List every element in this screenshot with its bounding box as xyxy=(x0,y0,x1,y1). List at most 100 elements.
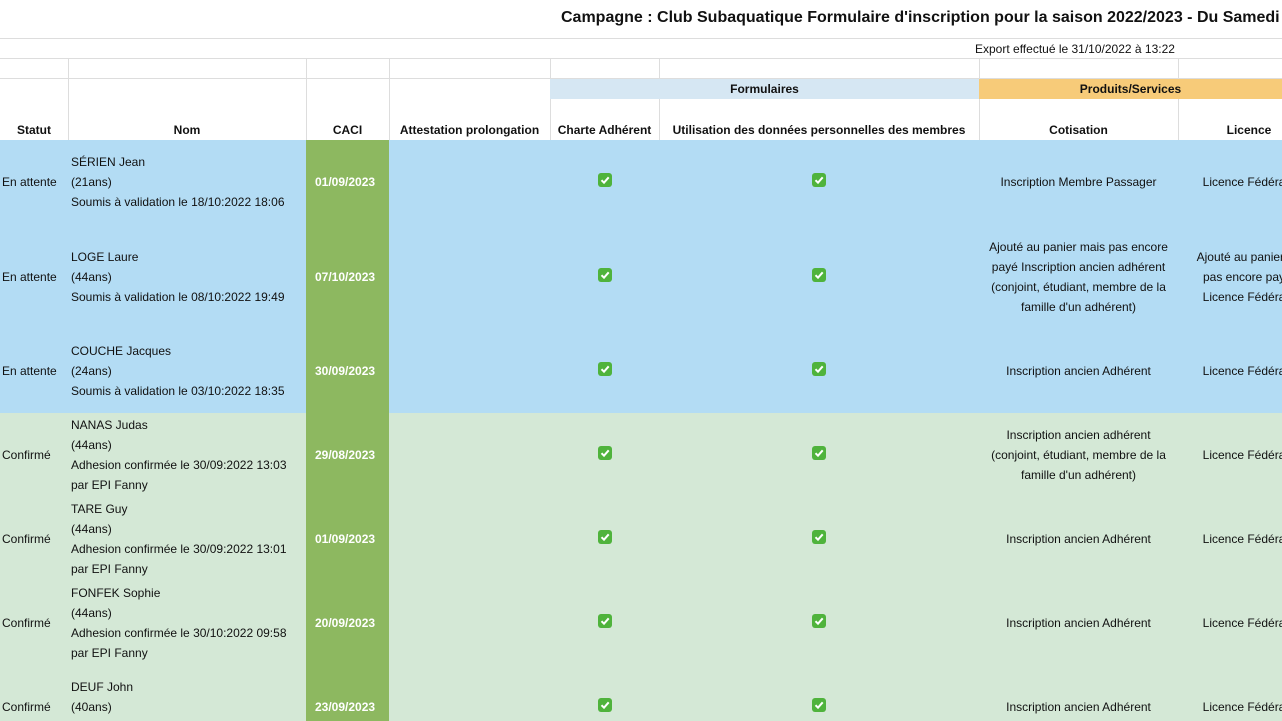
cotisation-cell: Inscription Membre Passager xyxy=(979,140,1178,224)
licence-cell: Licence Fédéra xyxy=(1178,329,1282,413)
licence-cell: Licence Fédéra xyxy=(1178,581,1282,665)
name-cell-line: par EPI Fanny xyxy=(71,562,148,576)
cotisation-cell: Inscription ancien Adhérent xyxy=(979,329,1178,413)
rule xyxy=(0,58,1282,59)
name-cell-line: NANAS Judas xyxy=(71,418,148,432)
cotisation-cell-line: Inscription ancien adhérent xyxy=(1006,428,1151,442)
check-icon xyxy=(812,614,826,628)
check-icon xyxy=(597,530,612,544)
licence-cell-line: Licence Fédéra xyxy=(1202,289,1282,304)
check-icon xyxy=(812,173,826,187)
column-header: Cotisation xyxy=(1049,123,1108,137)
name-cell-line: FONFEK Sophie xyxy=(71,586,161,600)
caci-cell: 01/09/2023 xyxy=(315,532,376,546)
status-cell: En attente xyxy=(2,364,57,378)
licence-cell-line: Licence Fédéra xyxy=(1202,616,1282,630)
rule xyxy=(0,38,1282,39)
row-background xyxy=(0,224,1282,329)
name-cell-line: (44ans) xyxy=(71,438,112,452)
check-icon xyxy=(597,446,612,460)
row-background xyxy=(0,497,1282,581)
licence-cell: Licence Fédéra xyxy=(1178,413,1282,497)
caci-cell: 01/09/2023 xyxy=(315,175,376,189)
rgpd-cell xyxy=(659,140,979,224)
row-background xyxy=(0,665,1282,721)
name-cell-line: (21ans) xyxy=(71,175,112,189)
check-icon xyxy=(597,267,612,282)
caci-cell: 29/08/2023 xyxy=(315,448,376,462)
caci-cell: 07/10/2023 xyxy=(315,269,376,284)
caci-cell: 20/09/2023 xyxy=(315,616,376,630)
name-cell: COUCHE Jacques (24ans) Soumis à validation… xyxy=(68,329,306,413)
status-cell: Confirmé xyxy=(2,700,51,714)
caci-cell-bg xyxy=(306,665,389,721)
charte-cell xyxy=(550,224,659,329)
status-cell: En attente xyxy=(2,175,57,189)
rgpd-cell xyxy=(659,413,979,497)
sheet-title: Campagne : Club Subaquatique Formulaire … xyxy=(561,9,1282,26)
name-cell-line: (24ans) xyxy=(71,364,112,378)
row-background xyxy=(0,581,1282,665)
check-icon xyxy=(812,362,826,376)
rgpd-cell xyxy=(659,497,979,581)
rule xyxy=(550,58,551,140)
name-cell-line: COUCHE Jacques xyxy=(71,344,172,358)
name-cell-line: Adhesion confirmée le 15/10:2022 15:04 xyxy=(71,717,287,721)
cotisation-cell-line: Inscription ancien Adhérent xyxy=(1006,364,1151,378)
cotisation-cell-line: Inscription ancien Adhérent xyxy=(1006,616,1151,630)
caci-cell-bg xyxy=(306,329,389,413)
rule xyxy=(1178,58,1179,140)
check-icon xyxy=(812,446,826,460)
licence-cell-line: Licence Fédéra xyxy=(1202,448,1282,462)
caci-cell-bg xyxy=(306,581,389,665)
rule xyxy=(0,78,1282,79)
licence-cell-line: Licence Fédéra xyxy=(1202,700,1282,714)
cotisation-cell-line: (conjoint, étudiant, membre de la xyxy=(991,448,1166,462)
name-cell-line: Soumis à validation le 08/10:2022 19:49 xyxy=(71,289,285,304)
export-info: Export effectué le 31/10/2022 à 13:22 xyxy=(975,42,1175,56)
group-header: Formulaires xyxy=(550,79,979,99)
column-header: Utilisation des données personnelles des… xyxy=(672,123,966,137)
licence-cell-line: Licence Fédéra xyxy=(1202,175,1282,189)
check-icon xyxy=(597,614,612,628)
name-cell-line: SÉRIEN Jean xyxy=(71,155,146,169)
name-cell-line: (44ans) xyxy=(71,606,112,620)
check-icon xyxy=(597,362,612,376)
cotisation-cell-line: (conjoint, étudiant, membre de la xyxy=(991,279,1166,294)
name-cell-line: Adhesion confirmée le 30/09:2022 13:01 xyxy=(71,542,287,556)
licence-cell: Licence Fédéra xyxy=(1178,497,1282,581)
rule xyxy=(979,58,980,140)
cotisation-cell-line: payé Inscription ancien adhérent xyxy=(991,259,1166,274)
column-header: Statut xyxy=(17,123,51,137)
name-cell-line: par EPI Fanny xyxy=(71,646,148,660)
check-icon xyxy=(812,698,826,712)
name-cell-line: DEUF John xyxy=(71,680,134,694)
licence-cell: Licence Fédéra xyxy=(1178,140,1282,224)
name-cell-line: (44ans) xyxy=(71,269,112,284)
name-cell: FONFEK Sophie (44ans) Adhesion confirmée l… xyxy=(68,581,306,665)
cotisation-cell-line: famille d'un adhérent) xyxy=(1020,468,1137,482)
column-header: CACI xyxy=(332,123,363,137)
check-icon xyxy=(812,530,826,544)
charte-cell xyxy=(550,581,659,665)
check-icon xyxy=(597,173,612,187)
check-icon xyxy=(597,698,612,712)
name-cell-line: LOGE Laure xyxy=(71,249,139,264)
caci-cell-bg xyxy=(306,497,389,581)
status-cell: Confirmé xyxy=(2,532,51,546)
status-cell: Confirmé xyxy=(2,448,51,462)
name-cell: NANAS Judas (44ans) Adhesion confirmée le … xyxy=(68,413,306,497)
cotisation-cell-line: famille d'un adhérent) xyxy=(1020,299,1137,314)
group-header: Produits/Services xyxy=(979,79,1282,99)
name-cell-line: TARE Guy xyxy=(71,502,128,516)
name-cell-line: (40ans) xyxy=(71,700,112,714)
rgpd-cell xyxy=(659,224,979,329)
caci-cell-bg xyxy=(306,413,389,497)
name-cell: DEUF John (40ans) Adhesion confirmée le 15… xyxy=(68,665,306,721)
name-cell-line: par EPI Fanny xyxy=(71,478,148,492)
row-background xyxy=(0,329,1282,413)
name-cell-line: Adhesion confirmée le 30/09:2022 13:03 xyxy=(71,458,287,472)
rule xyxy=(68,58,69,140)
row-background xyxy=(0,413,1282,497)
